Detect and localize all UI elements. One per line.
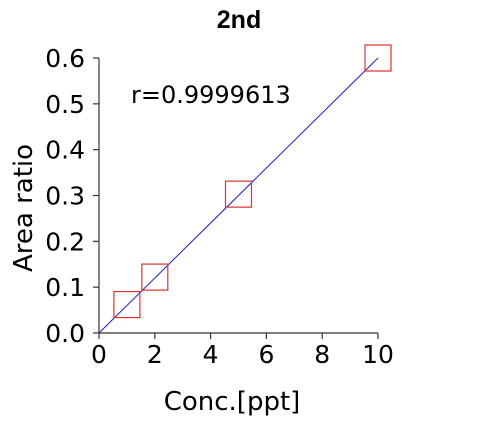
- data-point: [113, 290, 141, 319]
- y-tick-label: 0.6: [45, 44, 85, 73]
- y-tick-label: 0.2: [45, 227, 85, 256]
- x-tick-label: 4: [203, 340, 219, 369]
- y-tick-label: 0.1: [45, 273, 85, 302]
- y-tick-label: 0.4: [45, 136, 85, 165]
- x-tick-label: 2: [147, 340, 163, 369]
- fit-line: [98, 57, 379, 334]
- y-tick-label: 0.5: [45, 90, 85, 119]
- data-point: [364, 44, 392, 72]
- y-tick-label: 0.0: [45, 319, 85, 348]
- x-tick-label: 8: [314, 340, 330, 369]
- axes: 0 2 4 6 8 10 0.0 0.1 0.2 0.3 0.4 0.5 0.6: [45, 44, 394, 369]
- y-tick-label: 0.3: [45, 182, 85, 211]
- x-tick-label: 10: [362, 340, 394, 369]
- data-points: [113, 44, 392, 319]
- correlation-annotation: r=0.9999613: [131, 81, 291, 109]
- data-point: [141, 263, 169, 291]
- chart-title: 2nd: [217, 6, 261, 34]
- x-tick-label: 6: [258, 340, 274, 369]
- y-axis-label: Area ratio: [9, 144, 39, 272]
- x-tick-label: 0: [91, 340, 107, 369]
- fit-line-group: [98, 57, 379, 334]
- x-axis-label: Conc.[ppt]: [164, 387, 301, 417]
- data-point: [224, 180, 253, 208]
